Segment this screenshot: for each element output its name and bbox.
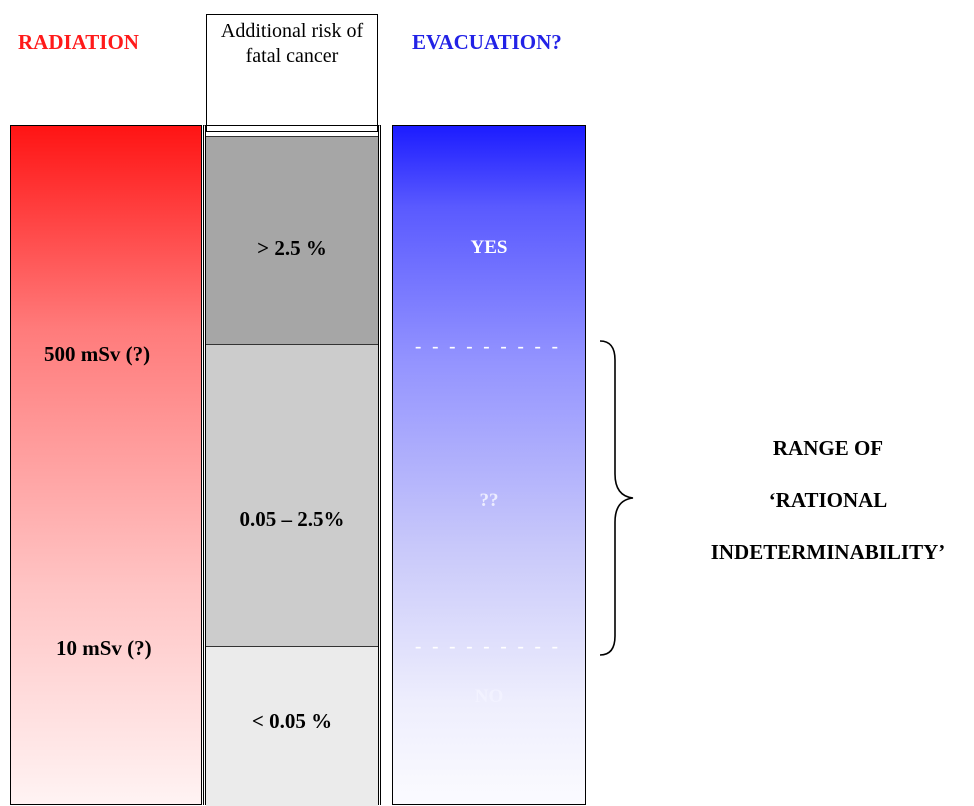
risk-band-low bbox=[206, 646, 378, 806]
risk-label-low: < 0.05 % bbox=[251, 709, 333, 733]
risk-band-high bbox=[206, 136, 378, 344]
radiation-gradient-bar bbox=[10, 125, 202, 805]
evacuation-yes-label: YES bbox=[470, 237, 508, 258]
risk-column-header: Additional risk of fatal cancer bbox=[206, 14, 378, 132]
risk-label-high: > 2.5 % bbox=[257, 236, 327, 260]
evacuation-gradient-bar bbox=[392, 125, 586, 805]
evacuation-uncertain-label: ?? bbox=[479, 490, 499, 511]
range-label-line3: INDETERMINABILITY’ bbox=[710, 540, 946, 564]
evacuation-no-label: NO bbox=[474, 686, 504, 707]
curly-brace-icon bbox=[599, 340, 634, 656]
radiation-title: RADIATION bbox=[18, 30, 139, 54]
range-label-line1: RANGE OF bbox=[772, 436, 884, 460]
range-label-line2: ‘RATIONAL bbox=[768, 488, 888, 512]
evacuation-title: EVACUATION? bbox=[412, 30, 562, 54]
risk-band-mid bbox=[206, 344, 378, 646]
risk-column bbox=[203, 125, 381, 806]
evacuation-separator-upper: - - - - - - - - - bbox=[415, 336, 561, 357]
dose-threshold-low: 10 mSv (?) bbox=[56, 636, 152, 660]
dose-threshold-high: 500 mSv (?) bbox=[44, 342, 151, 366]
risk-label-mid: 0.05 – 2.5% bbox=[239, 507, 345, 531]
evacuation-separator-lower: - - - - - - - - - bbox=[415, 636, 561, 657]
